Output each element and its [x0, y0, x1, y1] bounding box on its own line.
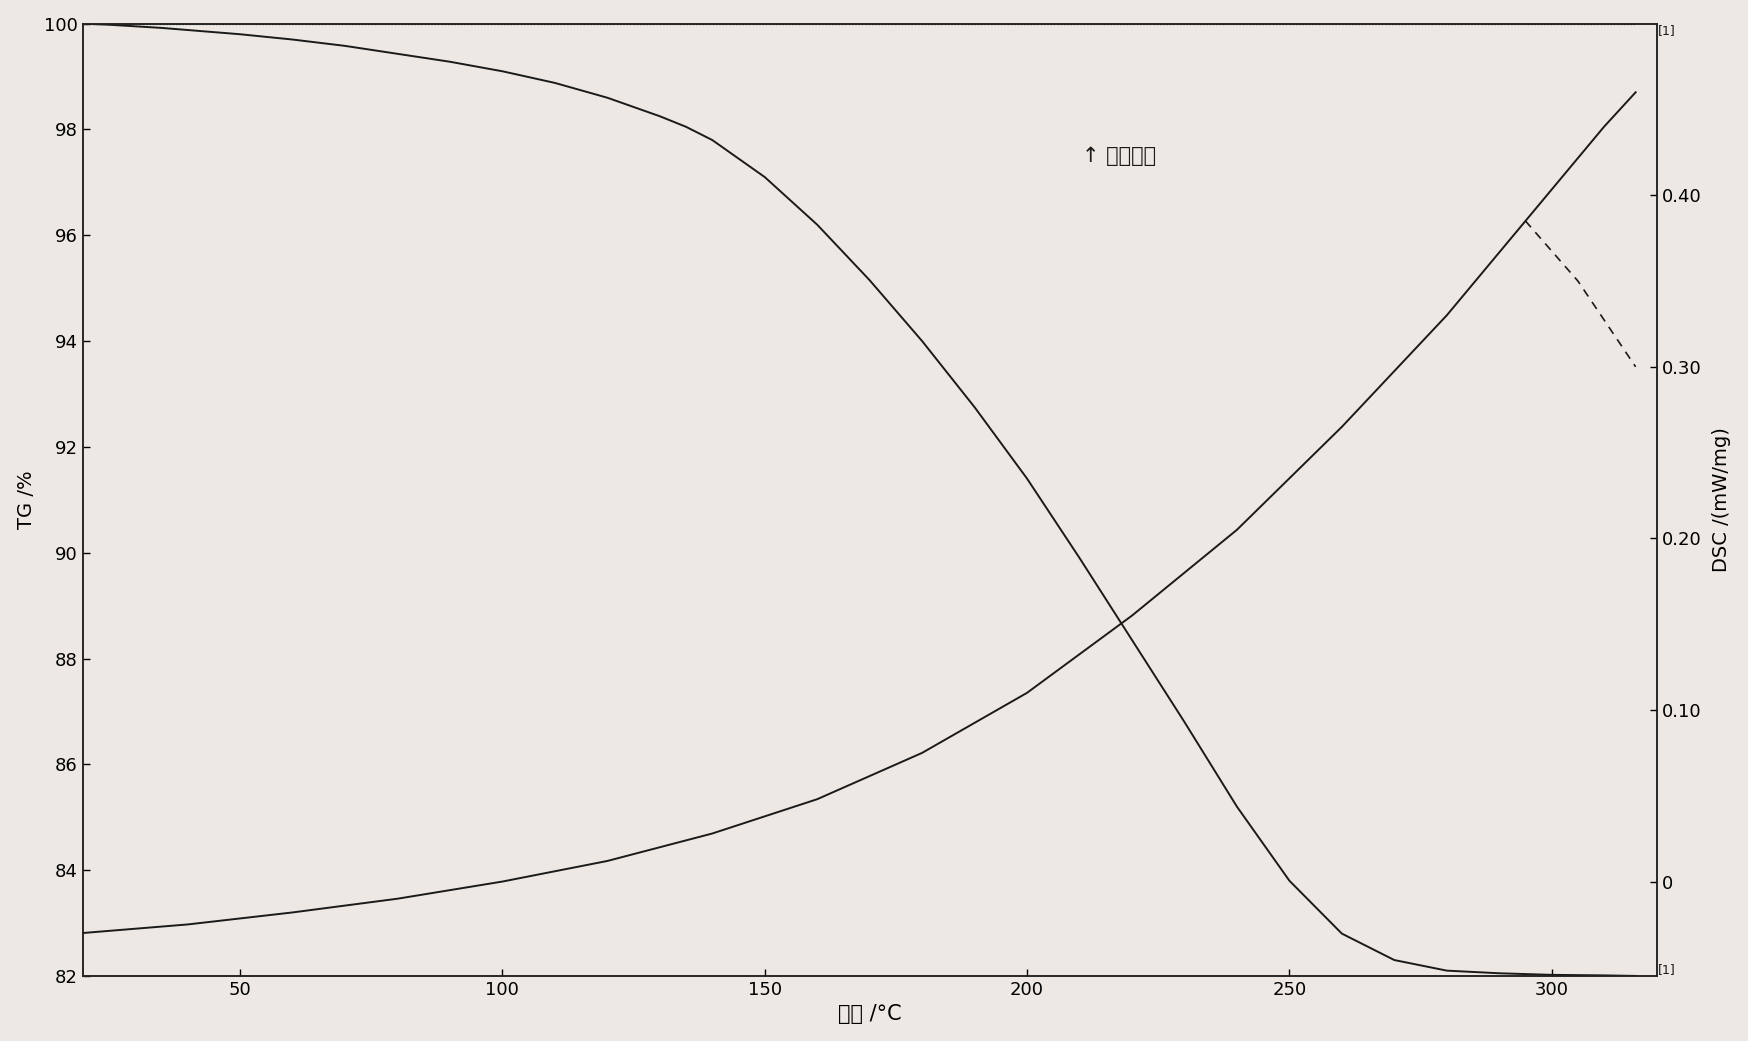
Text: [1]: [1] — [1659, 24, 1676, 36]
X-axis label: 温度 /°C: 温度 /°C — [837, 1005, 902, 1024]
Y-axis label: TG /%: TG /% — [17, 471, 35, 529]
Y-axis label: DSC /(mW/mg): DSC /(mW/mg) — [1713, 428, 1731, 573]
Text: ↑ 放热方向: ↑ 放热方向 — [1082, 146, 1155, 166]
Text: [1]: [1] — [1659, 963, 1676, 975]
